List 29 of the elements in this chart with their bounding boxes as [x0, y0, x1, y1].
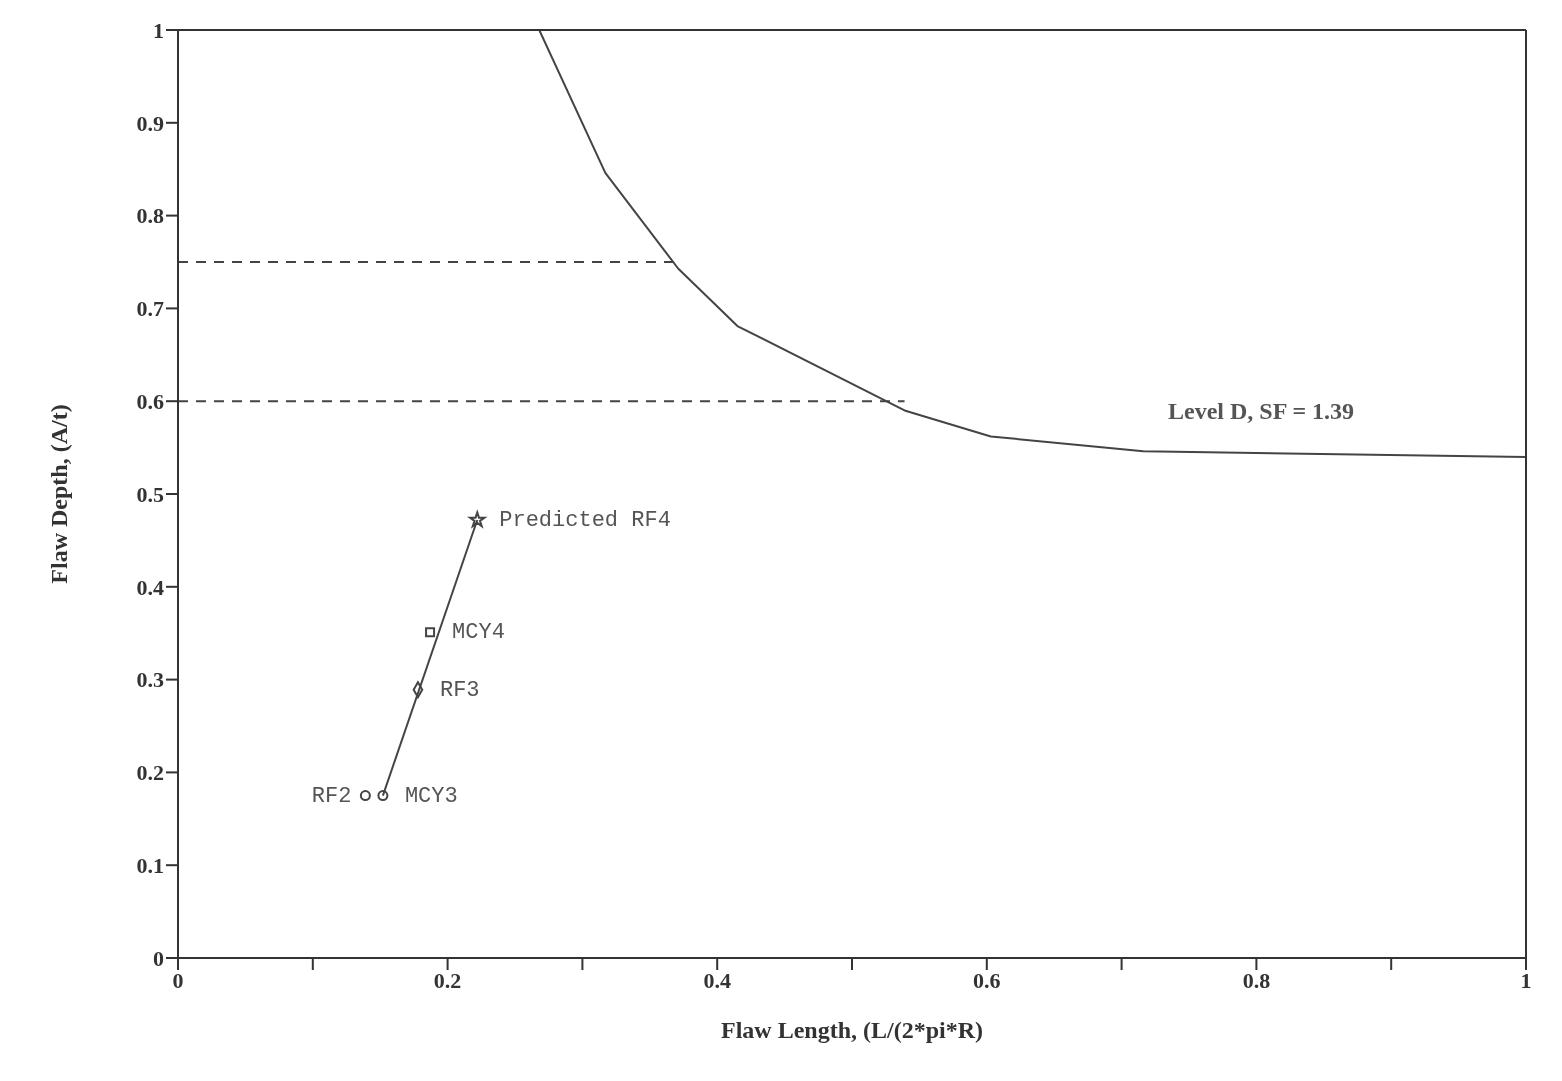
x-axis-title: Flaw Length, (L/(2*pi*R) [720, 1017, 984, 1043]
annotation: RF3 [439, 677, 480, 703]
annotation: Predicted RF4 [499, 507, 671, 533]
y-tick-label: 0.5 [136, 481, 164, 507]
point [359, 790, 371, 802]
point [425, 627, 436, 638]
y-tick-label: 0 [153, 945, 164, 971]
point [467, 509, 488, 529]
annotation: Level D, SF = 1.39 [1168, 398, 1355, 425]
x-tick-label: 0.8 [1242, 967, 1271, 993]
point [377, 790, 389, 802]
y-tick-label: 0.9 [136, 110, 164, 136]
annotation: RF2 [311, 783, 352, 809]
y-tick-label: 0.4 [136, 574, 164, 600]
y-tick-label: 0.7 [136, 296, 164, 322]
y-tick-label: 0.1 [136, 853, 164, 879]
x-tick-label: 1 [1520, 967, 1532, 993]
x-tick-label: 0 [172, 967, 184, 993]
y-tick-label: 1 [153, 17, 164, 43]
annotation: MCY4 [452, 620, 505, 646]
y-tick-label: 0.8 [136, 203, 164, 229]
y-tick-label: 0.3 [136, 667, 164, 693]
y-tick-label: 0.6 [136, 389, 164, 415]
x-tick-label: 0.6 [973, 967, 1001, 993]
x-tick-label: 0.4 [703, 967, 731, 993]
annotation: MCY3 [404, 783, 458, 809]
y-tick-label: 0.2 [136, 760, 164, 786]
y-axis-title: Flaw Depth, (A/t) [45, 404, 72, 584]
x-tick-label: 0.2 [433, 967, 462, 993]
